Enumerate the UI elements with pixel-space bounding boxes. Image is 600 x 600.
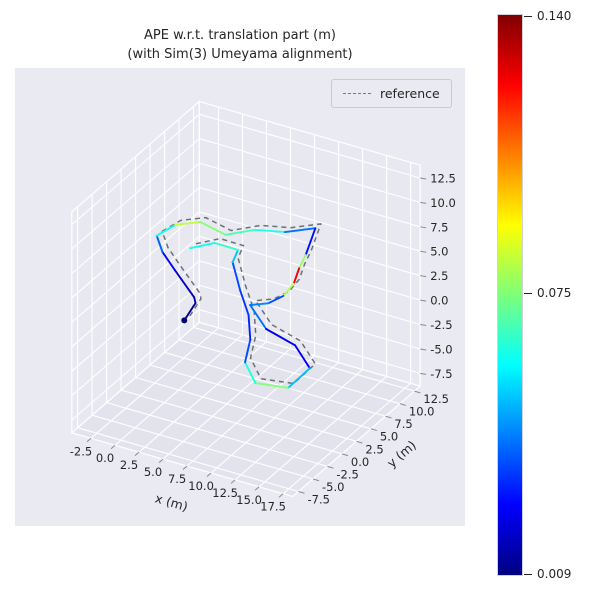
legend: reference [331, 79, 452, 108]
tick-mark-icon [524, 15, 532, 17]
plot-panel [15, 68, 465, 526]
chart-title: APE w.r.t. translation part (m) (with Si… [10, 26, 470, 64]
tick-mark-icon [524, 292, 532, 294]
tick-mark-icon [524, 573, 532, 575]
chart-title-line1: APE w.r.t. translation part (m) [144, 28, 336, 43]
colorbar-gradient [497, 14, 523, 576]
colorbar-min-label: 0.009 [537, 567, 572, 581]
legend-label-reference: reference [380, 86, 440, 101]
colorbar-max-label: 0.140 [537, 9, 572, 23]
dashed-line-icon [343, 93, 371, 94]
colorbar-tick-max: 0.140 [524, 9, 571, 23]
colorbar-tick-min: 0.009 [524, 567, 571, 581]
chart-title-line2: (with Sim(3) Umeyama alignment) [127, 47, 353, 62]
colorbar-tick-mid: 0.075 [524, 286, 571, 300]
colorbar-mid-label: 0.075 [537, 286, 572, 300]
